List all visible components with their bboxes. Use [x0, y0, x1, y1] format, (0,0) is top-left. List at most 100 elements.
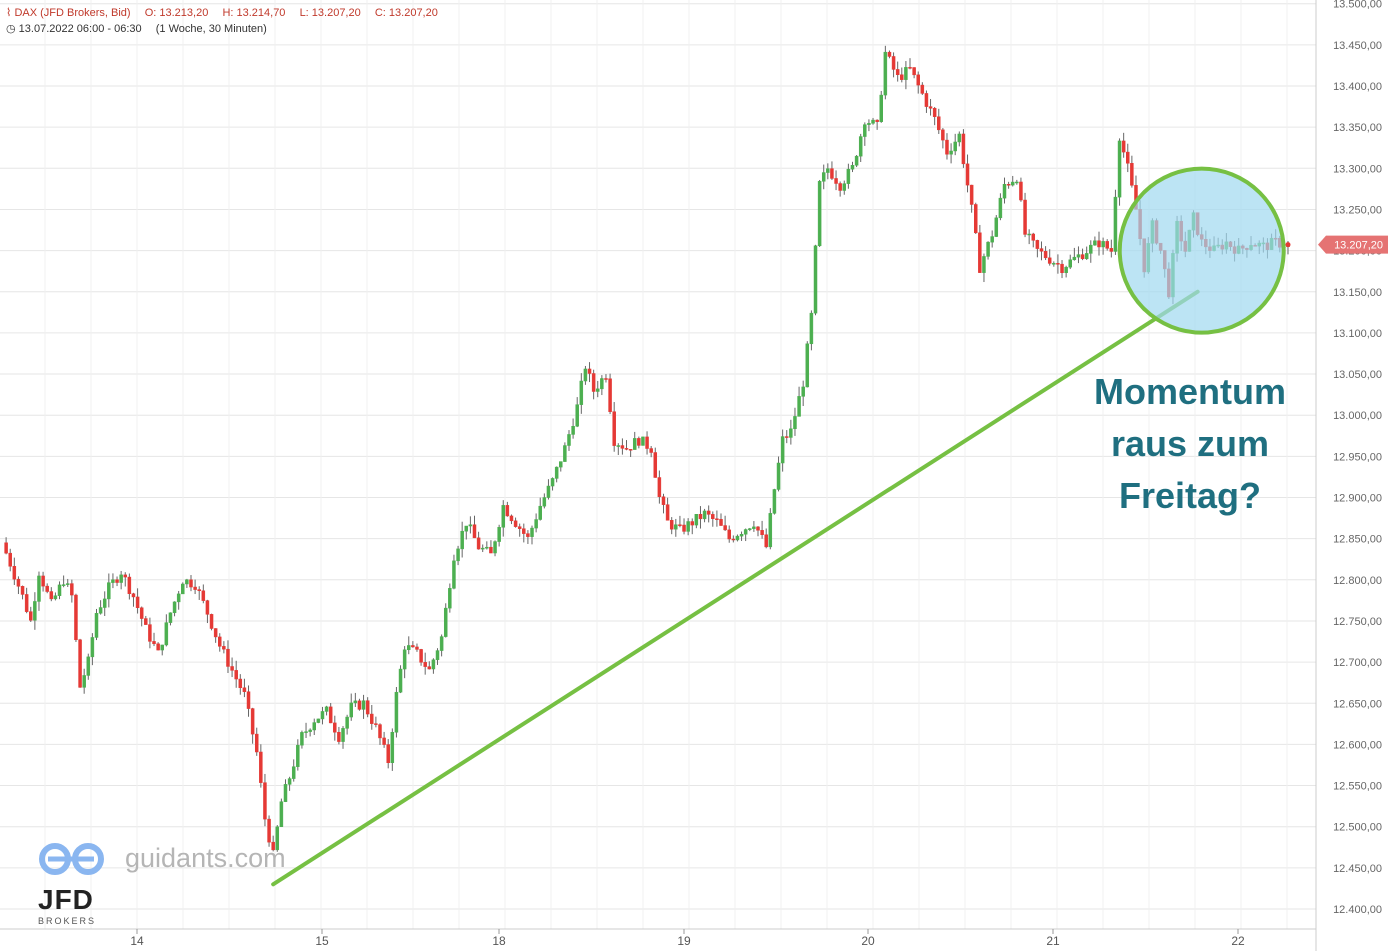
candle-body [427, 666, 432, 670]
candle-body [316, 718, 321, 723]
candle-body [65, 583, 70, 585]
candle-body [394, 691, 399, 733]
candle-body [53, 595, 58, 600]
candle-body [961, 133, 966, 165]
candle-body [1043, 251, 1048, 259]
candle-body [748, 528, 752, 530]
candle-body [37, 575, 41, 602]
candle-body [86, 656, 91, 676]
candle-body [226, 648, 230, 667]
candle-body [156, 643, 160, 651]
candle-body [1121, 140, 1126, 153]
candle-body [973, 204, 978, 234]
candle-body [908, 67, 912, 69]
candle-body [760, 530, 764, 535]
y-tick-label: 13.250,00 [1333, 204, 1382, 216]
candle-body [33, 601, 37, 621]
candle-body [254, 733, 259, 753]
candle-body [205, 600, 210, 615]
candle-body [501, 505, 506, 528]
candle-body [661, 496, 666, 505]
candle-body [402, 649, 407, 670]
candle-body [439, 636, 444, 651]
candle-body [222, 646, 226, 650]
candle-body [530, 527, 534, 537]
candle-body [583, 368, 588, 382]
candle-body [826, 168, 830, 173]
candle-body [953, 141, 957, 152]
candle-body [246, 691, 251, 709]
candle-body [443, 607, 448, 637]
candle-body [702, 510, 707, 520]
x-tick-label: 18 [492, 934, 506, 948]
candle-body [337, 731, 341, 742]
annotation-line3: Freitag? [1118, 475, 1261, 516]
candle-body [213, 628, 218, 638]
candle-body [669, 520, 674, 530]
candle-body [674, 524, 678, 530]
candle-body [1047, 257, 1052, 264]
candle-body [353, 700, 358, 704]
trendline [271, 289, 1200, 887]
candle-body [612, 411, 616, 446]
candle-body [756, 526, 760, 531]
candle-body [390, 732, 395, 764]
ohlc-low: L: 13.207,20 [299, 7, 361, 19]
y-tick-label: 12.400,00 [1333, 904, 1382, 916]
candle-body [119, 574, 123, 583]
candle-body [690, 521, 694, 526]
candle-body [279, 801, 284, 827]
candle-body [139, 607, 144, 619]
candle-body [965, 163, 970, 186]
y-tick-label: 12.600,00 [1333, 739, 1382, 751]
candle-body [201, 590, 206, 601]
candle-body [1084, 253, 1089, 260]
candle-body [904, 67, 908, 80]
guidants-logo-icon [39, 843, 104, 875]
candle-body [185, 579, 189, 585]
candle-body [698, 514, 703, 520]
grid-lines [0, 0, 1316, 929]
x-tick-label: 20 [861, 934, 875, 948]
candle-body [858, 136, 863, 157]
candle-body [563, 445, 567, 462]
candle-body [949, 150, 953, 155]
candle-body [148, 624, 152, 642]
candle-body [665, 504, 670, 521]
candle-body [107, 582, 111, 600]
candle-body [875, 119, 879, 122]
last-price-dot [1285, 242, 1291, 248]
candle-body [1035, 240, 1040, 249]
candle-body [834, 178, 838, 184]
candle-body [49, 591, 54, 600]
candle-body [419, 649, 423, 663]
candle-body [743, 529, 748, 535]
candle-body [645, 436, 649, 449]
candle-body [176, 593, 181, 603]
y-tick-label: 12.650,00 [1333, 698, 1382, 710]
candle-body [686, 521, 690, 532]
candle-body [275, 826, 280, 851]
candle-body [1039, 248, 1044, 252]
candle-body [1093, 240, 1097, 246]
annotation-text: Momentum raus zum Freitag? [1094, 366, 1286, 522]
candle-body [115, 579, 119, 583]
last-price-tag [1318, 235, 1388, 254]
instrument-icon: ⌇ [6, 7, 12, 19]
candle-body [234, 670, 238, 680]
clock-icon: ◷ [6, 23, 16, 35]
candle-body [1027, 233, 1031, 236]
candle-body [768, 513, 773, 548]
instrument-name: DAX (JFD Brokers, Bid) [14, 7, 131, 19]
candle-body [464, 525, 469, 532]
candle-body [830, 168, 834, 179]
candle-body [957, 133, 962, 143]
chart-header-ohlc: ⌇ DAX (JFD Brokers, Bid) O: 13.213,20 H:… [6, 6, 438, 19]
candle-body [320, 711, 325, 720]
candle-body [267, 818, 271, 843]
candle-body [259, 751, 263, 783]
candle-body [682, 524, 686, 532]
candle-body [1015, 181, 1019, 184]
candle-body [932, 108, 937, 117]
candle-body [994, 217, 999, 237]
